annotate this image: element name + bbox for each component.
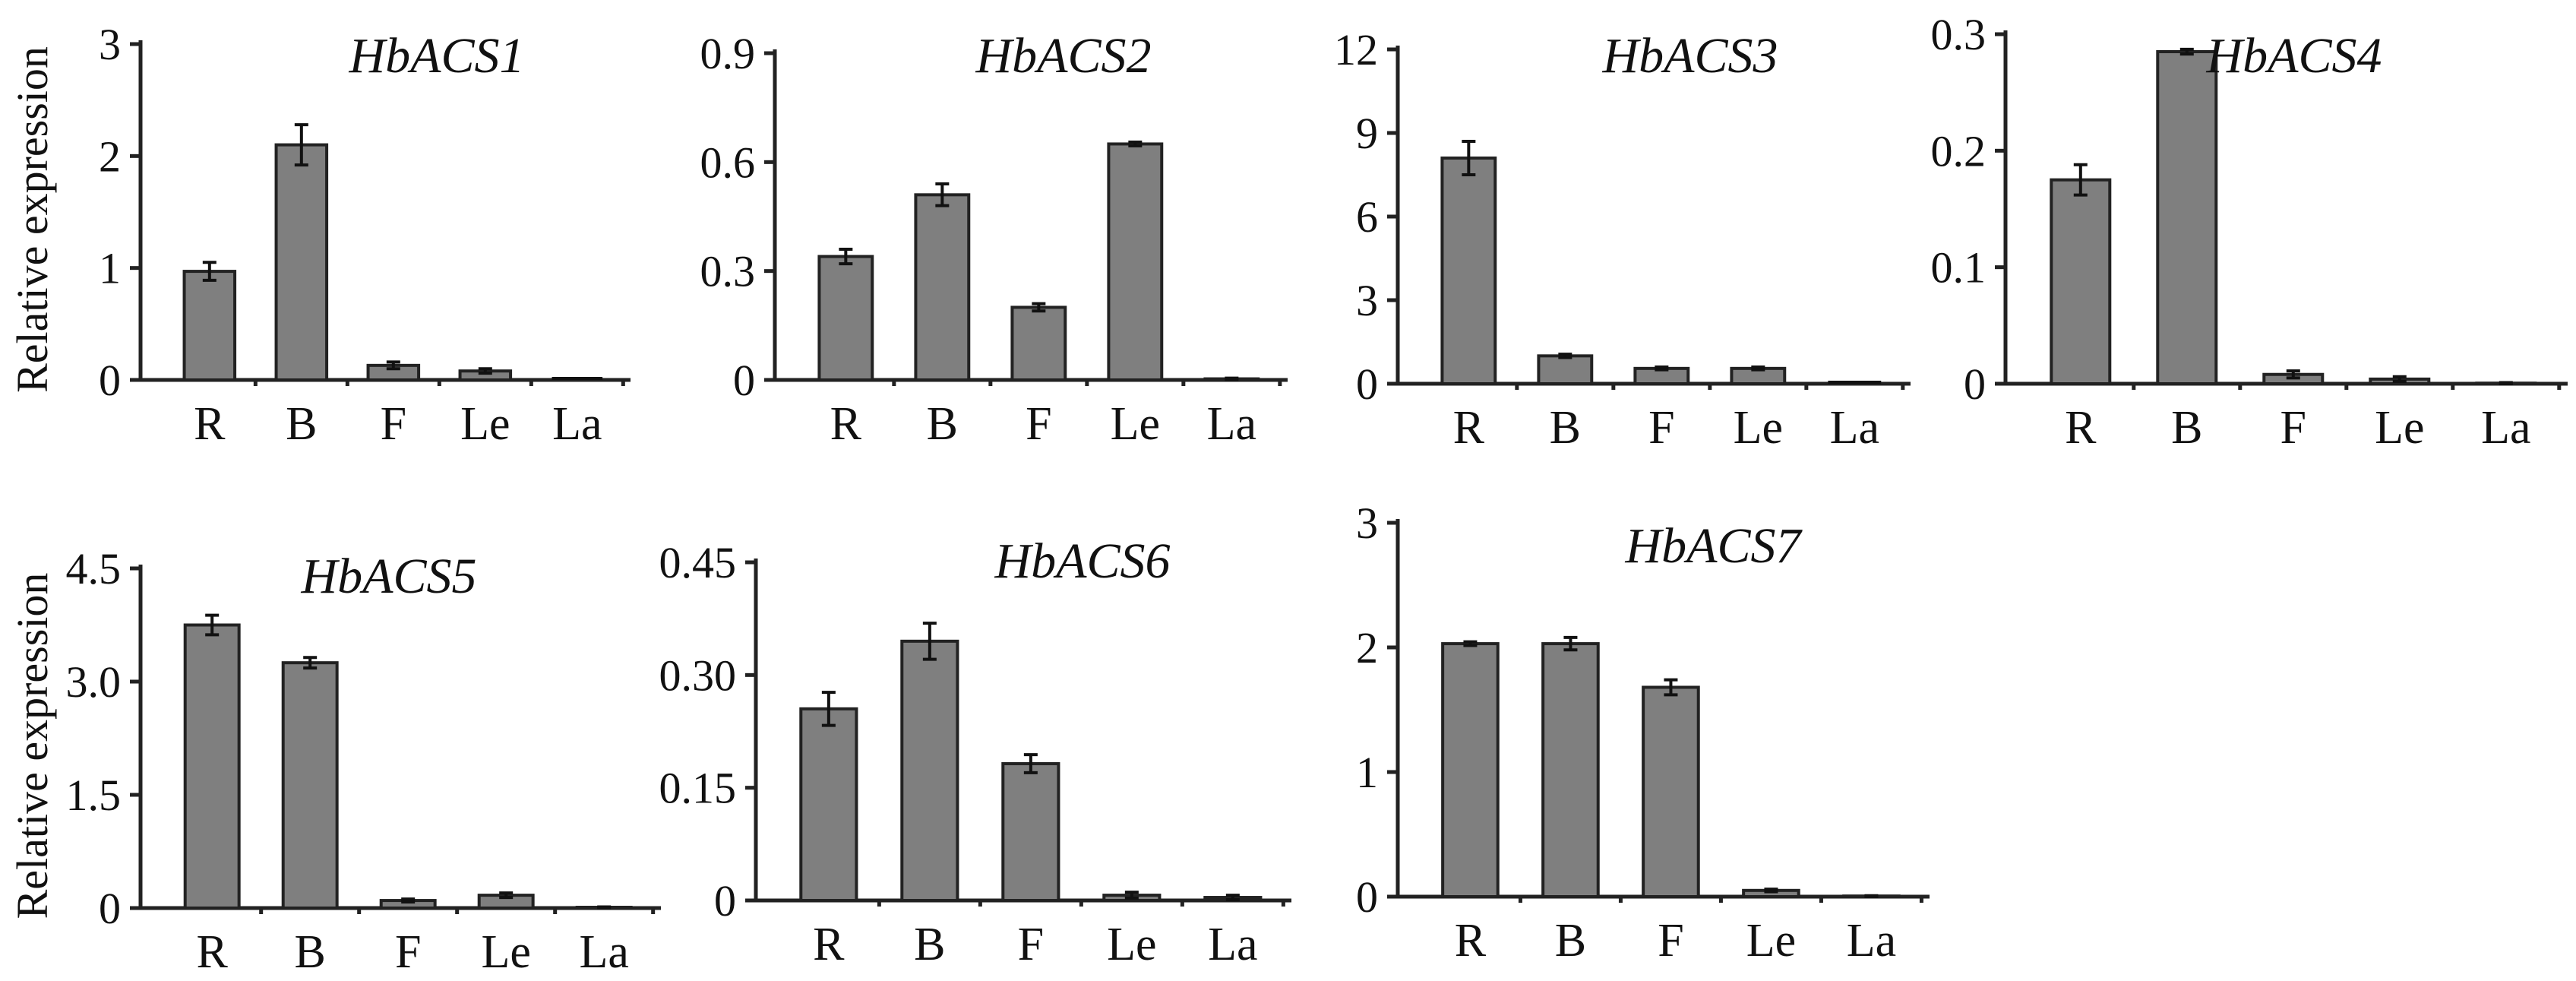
y-tick-label: 0.2	[1931, 126, 1987, 176]
x-category-label: R	[830, 398, 862, 450]
x-category-label: R	[1453, 402, 1485, 454]
x-category-label: F	[1648, 402, 1674, 454]
y-tick-label: 0	[99, 356, 121, 405]
bar-B	[900, 639, 959, 902]
bar-B	[1541, 642, 1600, 899]
x-category-label: B	[927, 398, 958, 450]
y-tick-label: 0	[1356, 359, 1378, 409]
x-category-label: Le	[460, 398, 510, 450]
x-category-label: Le	[1734, 402, 1783, 454]
bar-Le	[1107, 142, 1164, 381]
bar-B	[274, 143, 329, 381]
y-tick-label: 0	[733, 356, 755, 405]
x-category-label: B	[2171, 402, 2202, 454]
chart-panel: 0 1 2 3 R B F Le La HbACS7	[1356, 498, 1930, 967]
y-tick-label: 1	[1356, 748, 1378, 797]
y-tick-label: 9	[1356, 109, 1378, 158]
chart-title: HbACS2	[975, 28, 1152, 84]
bar-B	[914, 193, 971, 382]
y-tick-label: 0	[714, 876, 736, 926]
bar-R	[1441, 642, 1500, 899]
y-axis-title: Relative expression	[8, 46, 57, 393]
bar-R	[799, 707, 858, 902]
x-category-label: F	[381, 398, 406, 450]
y-tick-label: 4.5	[66, 544, 122, 593]
bar-R	[1440, 157, 1497, 385]
x-category-label: Le	[2375, 402, 2424, 454]
y-tick-label: 0.9	[700, 29, 756, 78]
x-category-label: B	[286, 398, 317, 450]
chart-title: HbACS3	[1602, 28, 1778, 84]
x-category-label: F	[1658, 915, 1683, 967]
chart-panel: 0 1 2 3 R B F Le La HbACS1 Relative expression	[8, 20, 631, 450]
x-category-label: La	[579, 926, 628, 978]
y-tick-label: 3	[1356, 498, 1378, 548]
y-tick-label: 0.1	[1931, 243, 1987, 293]
bar-R	[182, 270, 237, 381]
x-category-label: B	[295, 926, 326, 978]
x-category-label: La	[552, 398, 602, 450]
x-category-label: R	[194, 398, 226, 450]
y-tick-label: 0	[1356, 872, 1378, 922]
chart-panel: 0 1.5 3.0 4.5 R B F Le La HbACS5 Relative expressi…	[8, 544, 661, 978]
y-tick-label: 2	[99, 131, 121, 181]
x-category-label: Le	[481, 926, 530, 978]
y-tick-label: 3	[99, 20, 121, 69]
x-category-label: R	[1455, 915, 1487, 967]
y-tick-label: 0	[1964, 359, 1986, 409]
bar-B	[281, 661, 339, 910]
y-tick-label: 0.30	[659, 650, 737, 700]
chart-title: HbACS7	[1625, 518, 1803, 574]
x-category-label: La	[2481, 402, 2530, 454]
y-tick-label: 1	[99, 244, 121, 293]
chart-panel: 0 0.3 0.6 0.9 R B F Le La HbACS2	[700, 28, 1288, 450]
chart-title: HbACS1	[349, 28, 525, 84]
y-tick-label: 1.5	[66, 771, 122, 820]
y-tick-label: 0.15	[659, 764, 737, 813]
chart-title: HbACS5	[301, 549, 477, 604]
y-tick-label: 3.0	[66, 657, 122, 707]
y-tick-label: 2	[1356, 623, 1378, 672]
x-category-label: B	[1555, 915, 1586, 967]
x-category-label: F	[1018, 919, 1044, 970]
x-category-label: La	[1847, 915, 1896, 967]
y-axis-title: Relative expression	[8, 573, 57, 919]
y-tick-label: 3	[1356, 276, 1378, 325]
x-category-label: Le	[1746, 915, 1796, 967]
bar-F	[1642, 685, 1700, 898]
chart-panel: 0 0.1 0.2 0.3 R B F Le La HbACS4	[1931, 10, 2568, 454]
x-category-label: La	[1208, 919, 1257, 970]
chart-title: HbACS4	[2206, 28, 2382, 84]
x-category-label: B	[914, 919, 945, 970]
x-category-label: Le	[1107, 919, 1156, 970]
bar-F	[1001, 762, 1060, 902]
chart-title: HbACS6	[994, 533, 1171, 589]
chart-panel: 0 0.15 0.30 0.45 R B F Le La HbACS6	[659, 533, 1291, 970]
x-category-label: R	[197, 926, 229, 978]
bar-F	[1010, 305, 1067, 382]
y-tick-label: 0	[99, 884, 121, 933]
y-tick-label: 0.6	[700, 138, 756, 187]
x-category-label: La	[1207, 398, 1256, 450]
x-category-label: B	[1550, 402, 1581, 454]
x-category-label: R	[2065, 402, 2097, 454]
y-tick-label: 0.3	[700, 247, 756, 296]
y-tick-label: 0.45	[659, 538, 737, 587]
y-tick-label: 6	[1356, 192, 1378, 242]
chart-panel: 0 3 6 9 12 R B F Le La HbACS3	[1334, 25, 1911, 454]
bar-B	[1537, 354, 1594, 386]
bar-R	[183, 623, 241, 910]
x-category-label: F	[1026, 398, 1051, 450]
x-category-label: R	[813, 919, 845, 970]
y-tick-label: 0.3	[1931, 10, 1987, 59]
bar-R	[817, 255, 874, 381]
x-category-label: La	[1830, 402, 1879, 454]
y-tick-label: 12	[1334, 25, 1378, 74]
x-category-label: Le	[1111, 398, 1160, 450]
x-category-label: F	[2280, 402, 2306, 454]
x-category-label: F	[395, 926, 421, 978]
bar-R	[2050, 178, 2112, 386]
bar-B	[2156, 50, 2218, 385]
